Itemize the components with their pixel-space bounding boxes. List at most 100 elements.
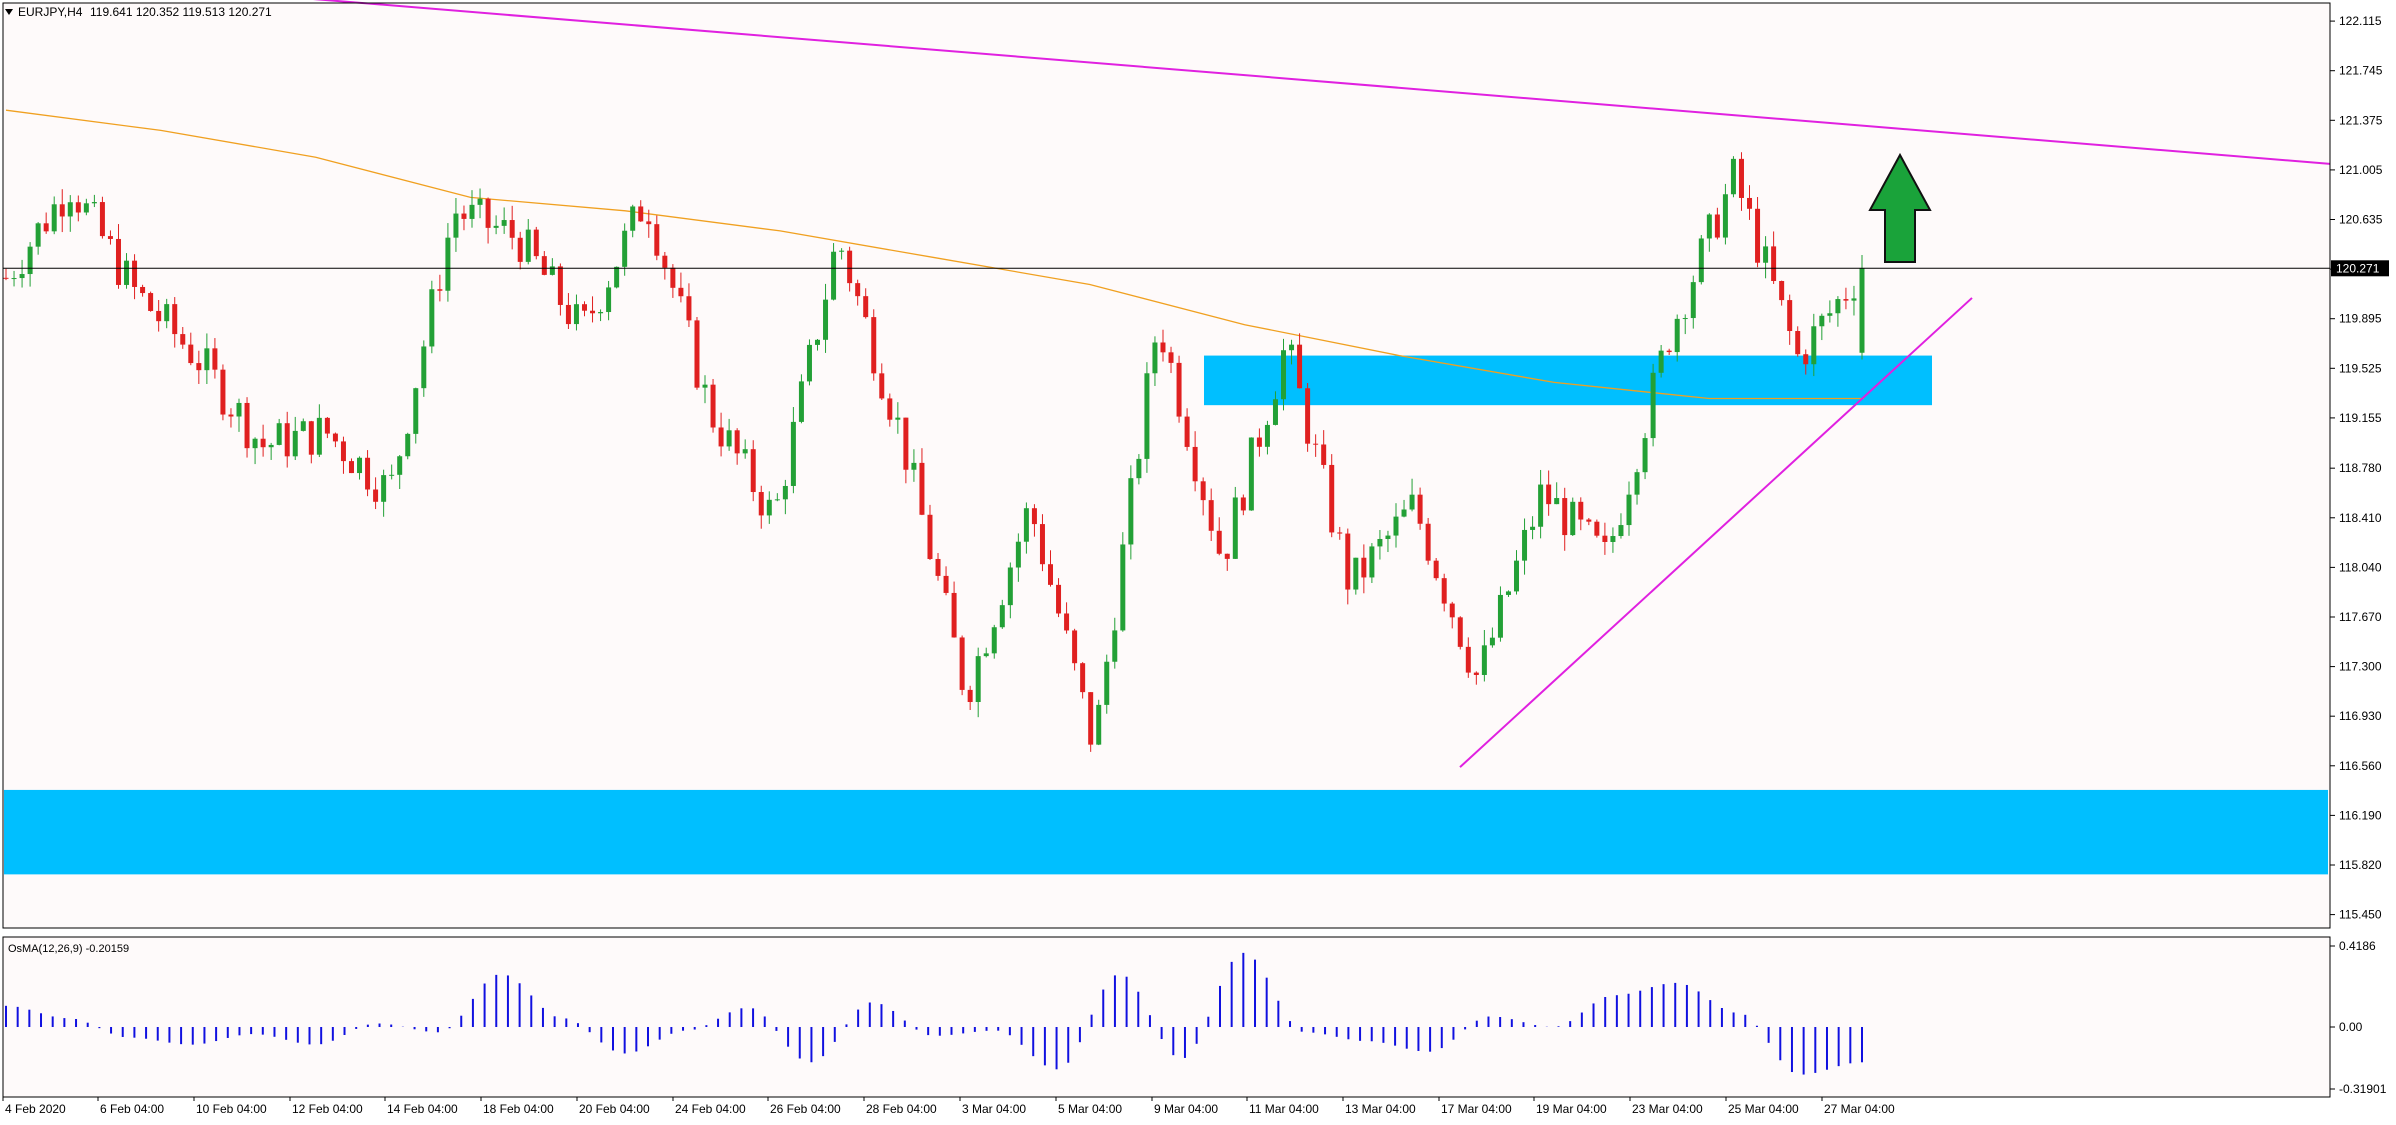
price-tick-label: 116.930 [2339, 709, 2382, 723]
candle-body [895, 417, 901, 420]
candle-body [1666, 350, 1672, 353]
candle-body [959, 637, 965, 690]
candle-body [734, 430, 740, 454]
candle-body [1835, 299, 1841, 314]
triangle-down-icon[interactable] [5, 9, 13, 15]
price-tick-label: 121.375 [2339, 113, 2383, 127]
candle-body [1080, 663, 1086, 693]
candle-body [806, 344, 812, 382]
candle-body [252, 438, 258, 449]
candle-body [622, 230, 628, 267]
candle-body [702, 384, 708, 388]
current-price-tag [2331, 260, 2389, 277]
candle-body [413, 388, 419, 434]
candle-body [1811, 326, 1817, 365]
indicator-label: OsMA(12,26,9) -0.20159 [8, 943, 129, 955]
candle-body [1554, 498, 1560, 505]
candle-body [1522, 529, 1528, 561]
candle-body [999, 605, 1005, 628]
price-tick-label: 115.820 [2339, 858, 2382, 872]
candle-body [228, 414, 234, 417]
candle-body [935, 558, 941, 576]
candle-body [1489, 637, 1495, 646]
candle-body [573, 304, 579, 325]
time-tick-label: 11 Mar 04:00 [1249, 1102, 1319, 1116]
candle-body [1337, 532, 1343, 534]
candle-body [1248, 437, 1254, 511]
candle-body [1722, 194, 1728, 238]
candle-body [911, 462, 917, 470]
time-tick-label: 28 Feb 04:00 [866, 1102, 937, 1116]
candle-body [1096, 704, 1102, 745]
candle-body [1120, 544, 1126, 631]
candle-body [244, 402, 250, 449]
candle-body [557, 266, 563, 305]
candle-body [1015, 541, 1021, 568]
candle-body [1256, 437, 1262, 447]
resistance-zone [1204, 355, 1932, 406]
candle-body [1281, 350, 1287, 400]
candle-body [1562, 498, 1568, 536]
candle-body [549, 266, 555, 275]
candle-body [662, 255, 668, 268]
candle-body [365, 457, 371, 490]
candle-body [903, 417, 909, 470]
candle-body [1168, 352, 1174, 363]
candle-body [332, 433, 338, 442]
candle-body [148, 293, 154, 311]
candle-body [1514, 560, 1520, 592]
candle-body [823, 299, 829, 340]
candle-body [1763, 246, 1769, 263]
candle-body [1578, 501, 1584, 520]
candle-body [316, 417, 322, 455]
candle-body [1859, 268, 1865, 353]
candle-body [1048, 564, 1054, 585]
candle-body [1803, 354, 1809, 365]
time-tick-label: 14 Feb 04:00 [387, 1102, 458, 1116]
candle-body [99, 202, 105, 237]
candle-body [1594, 521, 1600, 536]
candle-body [509, 220, 515, 238]
candle-body [590, 310, 596, 314]
price-tick-label: 122.115 [2339, 14, 2382, 28]
candle-body [1289, 344, 1295, 351]
candle-body [1417, 494, 1423, 524]
candle-body [1088, 692, 1094, 745]
ohlc-readout: 119.641 120.352 119.513 120.271 [90, 5, 272, 19]
candle-body [308, 421, 314, 455]
candle-body [1023, 508, 1029, 542]
candle-body [67, 202, 73, 217]
candle-body [694, 320, 700, 388]
candle-body [1031, 508, 1037, 525]
candle-body [814, 339, 820, 345]
candle-body [630, 206, 636, 231]
candle-body [115, 238, 121, 285]
candle-body [686, 296, 692, 321]
indicator-plot-frame [2, 936, 2331, 1098]
candle-body [421, 346, 427, 389]
candle-body [405, 433, 411, 457]
candle-body [919, 462, 925, 515]
time-tick-label: 26 Feb 04:00 [770, 1102, 841, 1116]
price-tick-label: 119.155 [2339, 411, 2382, 425]
time-tick-label: 12 Feb 04:00 [292, 1102, 363, 1116]
candle-body [1007, 567, 1013, 606]
candle-body [1457, 617, 1463, 647]
indicator-tick-label: 0.00 [2339, 1020, 2363, 1034]
candle-body [132, 260, 138, 287]
candle-body [340, 441, 346, 462]
candle-body [710, 384, 716, 428]
candle-body [1128, 478, 1134, 545]
time-tick-label: 23 Mar 04:00 [1632, 1102, 1703, 1116]
candle-body [1610, 536, 1616, 542]
price-tick-label: 116.560 [2339, 759, 2382, 773]
candle-body [236, 402, 242, 417]
candle-body [1072, 630, 1078, 664]
candle-body [1361, 557, 1367, 578]
candle-body [27, 246, 33, 275]
candle-body [493, 225, 499, 228]
current-price-label: 120.271 [2336, 261, 2380, 275]
candle-body [1819, 315, 1825, 327]
